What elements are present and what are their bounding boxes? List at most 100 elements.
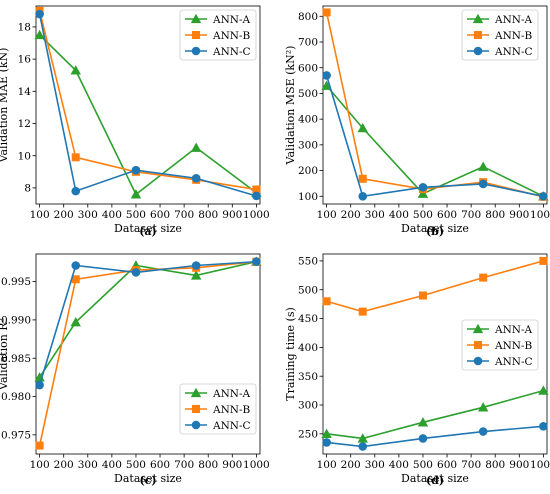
- x-tick-label: 300: [78, 209, 98, 221]
- data-point-ann-a: [70, 316, 81, 327]
- legend-label: ANN-A: [494, 14, 533, 26]
- y-tick-label: 300: [298, 400, 318, 412]
- legend-marker: [191, 420, 201, 430]
- y-tick-label: 250: [298, 428, 318, 440]
- x-tick-label: 900: [222, 209, 242, 221]
- data-point-ann-b: [418, 291, 427, 300]
- chart-panel: 100 200 300 400 500 600 700 800 900 1000 0.975 0.98…: [0, 253, 270, 487]
- data-point-ann-b: [35, 441, 44, 450]
- data-point-ann-b: [322, 8, 331, 17]
- y-tick-label: 0.975: [1, 429, 31, 441]
- x-tick-label: 300: [78, 459, 98, 471]
- legend-marker: [472, 323, 484, 334]
- data-point-ann-a: [477, 161, 489, 171]
- data-point-ann-c: [252, 191, 261, 201]
- y-tick-label: 0.995: [1, 276, 31, 288]
- data-point-ann-a: [321, 428, 332, 438]
- series-line-ann-c: [38, 260, 257, 386]
- x-tick-label: 500: [126, 459, 146, 471]
- y-tick-label: 14: [18, 86, 32, 98]
- data-point-ann-c: [71, 186, 81, 196]
- data-point-ann-a: [130, 189, 142, 199]
- y-tick-label: 450: [298, 313, 318, 325]
- data-point-ann-b: [539, 256, 548, 265]
- panel-label: (b): [426, 225, 444, 238]
- x-tick-label: 200: [54, 209, 74, 221]
- x-tick-label: 400: [389, 459, 409, 471]
- x-tick-label: 900: [509, 209, 529, 221]
- data-point-ann-a: [70, 65, 81, 75]
- data-point-ann-c: [35, 9, 44, 19]
- legend-marker: [192, 31, 200, 39]
- data-point-ann-a: [417, 417, 429, 427]
- y-tick-label: 600: [298, 62, 318, 74]
- x-tick-label: 600: [437, 209, 457, 221]
- legend-marker: [190, 387, 202, 398]
- x-tick-label: 700: [174, 459, 194, 471]
- legend: ANN-A ANN-B ANN-C: [179, 383, 257, 435]
- legend-label: ANN-C: [212, 46, 251, 58]
- x-tick-label: 700: [461, 209, 481, 221]
- legend-marker: [472, 13, 484, 24]
- chart-panel: 100 200 300 400 500 600 700 800 900 1000 8 10 12 14 16…: [0, 5, 270, 238]
- x-tick-label: 500: [413, 459, 433, 471]
- y-tick-label: 16: [18, 54, 32, 66]
- data-point-ann-c: [418, 434, 428, 443]
- x-tick-label: 800: [198, 459, 218, 471]
- panel-label: (c): [139, 474, 156, 487]
- data-point-ann-c: [418, 182, 428, 192]
- x-tick-label: 100: [317, 209, 337, 221]
- legend-label: ANN-A: [212, 14, 251, 26]
- x-tick-label: 300: [365, 459, 385, 471]
- legend-label: ANN-B: [494, 340, 533, 352]
- legend-marker: [191, 46, 201, 56]
- series-line-ann-c: [326, 425, 544, 448]
- x-tick-label: 1000: [243, 209, 270, 221]
- x-tick-label: 400: [102, 209, 122, 221]
- data-point-ann-a: [321, 80, 332, 90]
- x-tick-label: 400: [389, 209, 409, 221]
- data-point-ann-c: [358, 442, 368, 451]
- data-point-ann-c: [322, 71, 331, 80]
- x-tick-label: 100: [30, 209, 50, 221]
- x-tick-label: 800: [198, 209, 218, 221]
- series-line-ann-b: [326, 260, 544, 313]
- data-point-ann-c: [71, 261, 81, 270]
- data-point-ann-a: [417, 188, 429, 198]
- y-tick-label: 550: [298, 256, 318, 268]
- legend-label: ANN-B: [212, 404, 251, 416]
- legend-label: ANN-C: [494, 46, 533, 58]
- data-point-ann-c: [131, 165, 141, 175]
- legend-marker: [474, 31, 482, 39]
- data-point-ann-c: [252, 257, 261, 266]
- legend-marker: [190, 13, 202, 24]
- y-tick-label: 8: [24, 183, 31, 195]
- data-point-ann-c: [539, 191, 548, 201]
- data-point-ann-b: [358, 174, 367, 183]
- y-axis-label: Validation R²: [0, 318, 10, 391]
- plot-frame: [35, 5, 261, 205]
- x-tick-label: 700: [461, 459, 481, 471]
- y-tick-label: 18: [18, 22, 31, 34]
- x-tick-label: 100: [317, 459, 337, 471]
- x-tick-label: 200: [341, 209, 361, 221]
- y-tick-label: 500: [298, 284, 318, 296]
- y-tick-label: 350: [298, 371, 318, 383]
- x-tick-label: 100: [30, 459, 50, 471]
- plot-frame: [35, 253, 261, 455]
- y-tick-label: 700: [298, 37, 318, 49]
- x-axis-label: Dataset size: [401, 472, 469, 485]
- y-tick-label: 0.980: [1, 391, 31, 403]
- legend-marker: [473, 46, 483, 56]
- x-tick-label: 900: [222, 459, 242, 471]
- y-tick-label: 12: [18, 118, 31, 130]
- y-axis-label: Validation MAE (kN): [0, 48, 10, 164]
- data-point-ann-c: [322, 438, 331, 447]
- legend-label: ANN-A: [212, 388, 251, 400]
- x-tick-label: 900: [509, 459, 529, 471]
- x-tick-label: 500: [126, 209, 146, 221]
- y-tick-label: 0.990: [1, 315, 31, 327]
- y-tick-label: 800: [298, 11, 318, 23]
- x-tick-label: 200: [341, 459, 361, 471]
